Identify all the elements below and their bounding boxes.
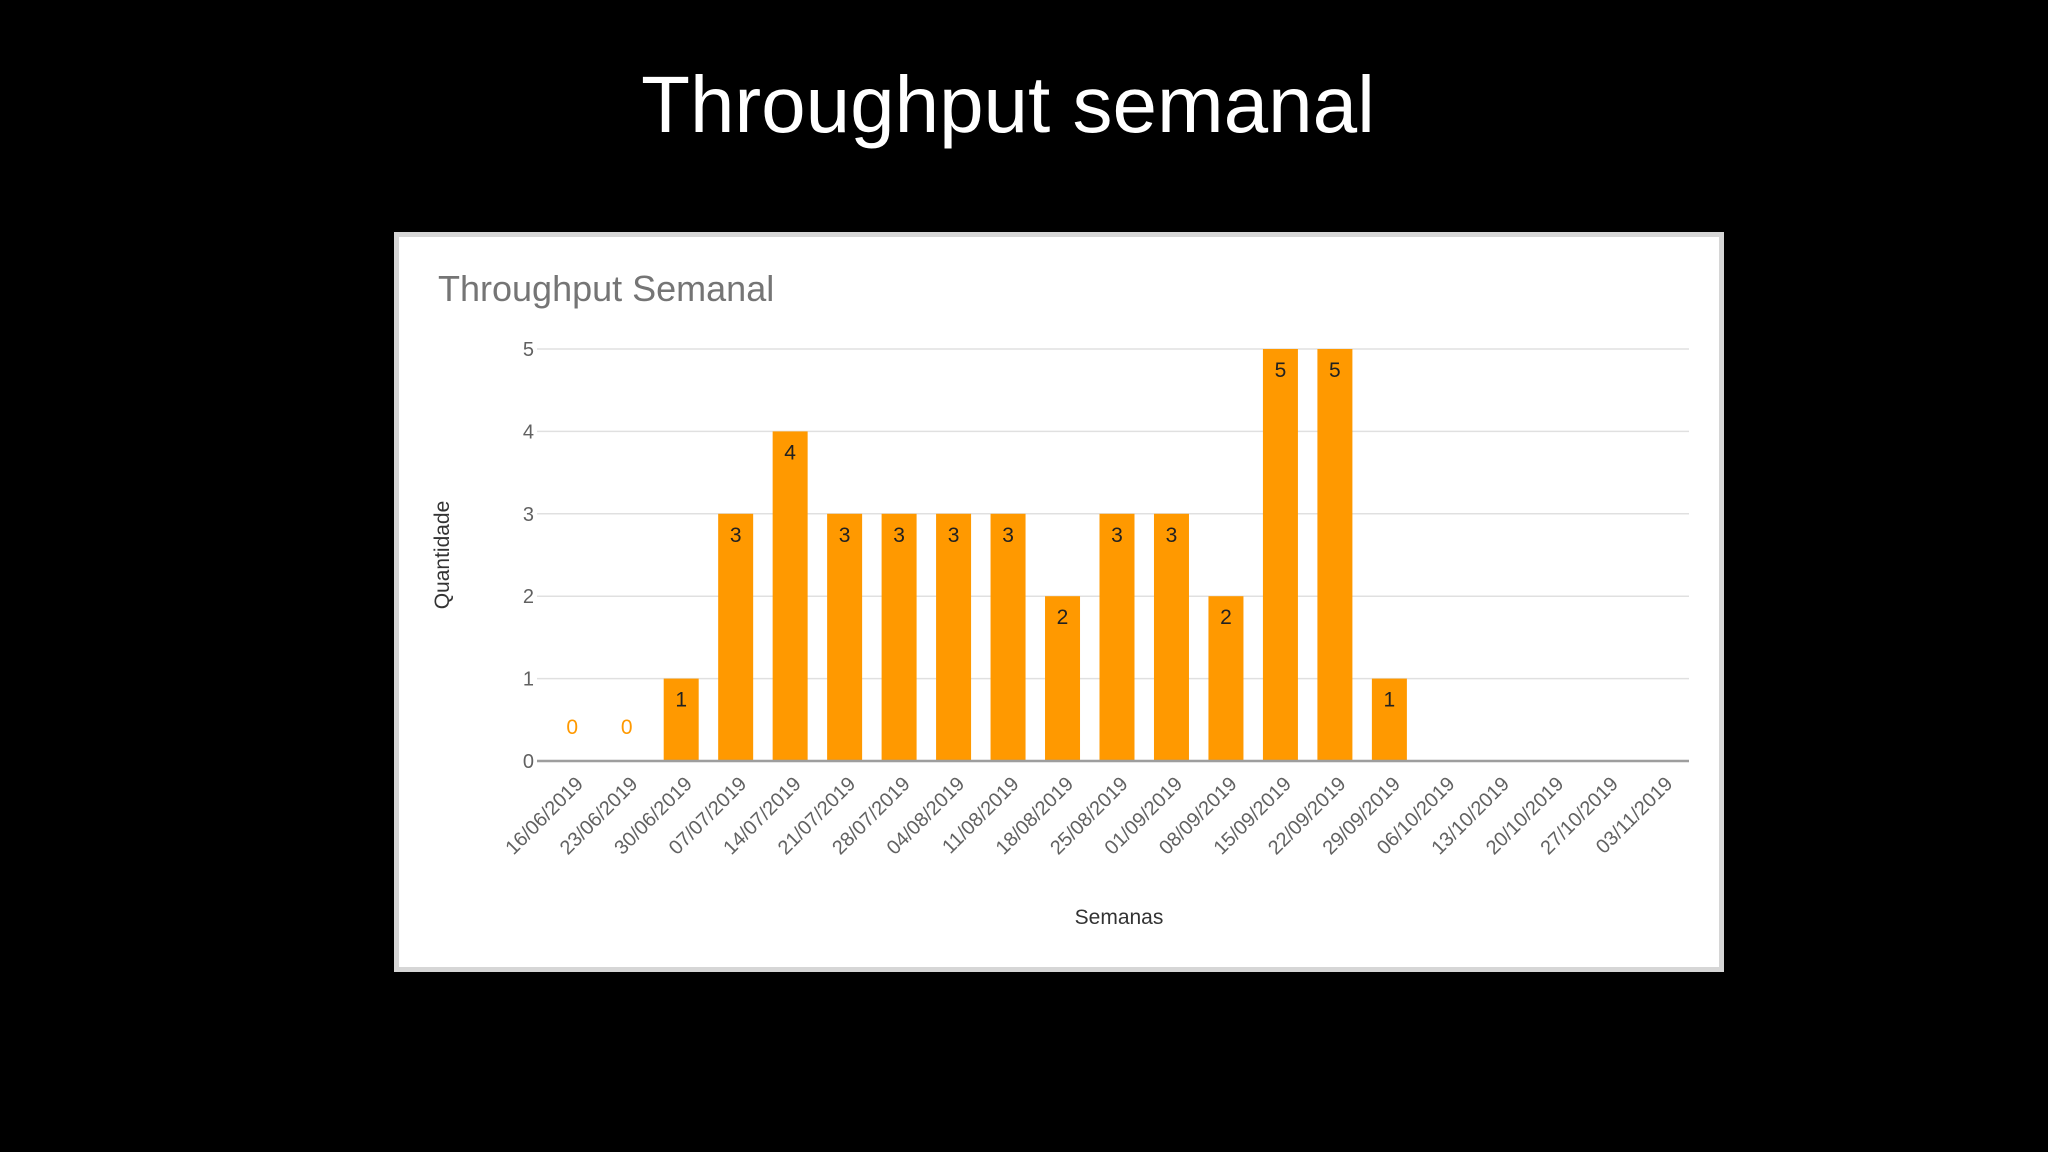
bar-chart: Throughput Semanal 0 1 2 3 4 5 0 0 1 3 4 3 3 3 3 2 3 3 2 5… — [431, 268, 1689, 929]
data-label: 5 — [1329, 359, 1341, 382]
y-tick-label: 5 — [523, 339, 534, 361]
bar — [936, 513, 972, 761]
y-tick-label: 1 — [523, 669, 534, 691]
bar — [990, 513, 1026, 761]
data-label: 2 — [1057, 606, 1069, 629]
chart-title: Throughput Semanal — [438, 268, 774, 309]
slide-title: Throughput semanal — [641, 60, 1375, 149]
bar — [663, 678, 699, 761]
bars — [663, 349, 1407, 761]
chart-area: Throughput Semanal 0 1 2 3 4 5 0 0 1 3 4 3 3 3 3 2 3 3 2 5… — [399, 237, 1719, 967]
x-axis-title: Semanas — [1075, 906, 1164, 929]
data-label: 3 — [839, 524, 851, 547]
bar — [718, 513, 754, 761]
bar — [1045, 596, 1081, 761]
chart-panel: Throughput Semanal 0 1 2 3 4 5 0 0 1 3 4 3 3 3 3 2 3 3 2 5… — [394, 232, 1724, 972]
bar — [1262, 349, 1298, 761]
data-label: 2 — [1220, 606, 1232, 629]
bar — [827, 513, 863, 761]
y-axis-title: Quantidade — [431, 501, 454, 610]
bar — [1099, 513, 1135, 761]
data-label: 0 — [621, 716, 633, 739]
y-tick-label: 0 — [523, 751, 534, 773]
y-tick-label: 4 — [523, 421, 534, 443]
data-label: 1 — [1384, 689, 1396, 712]
data-label: 0 — [566, 716, 578, 739]
data-label: 3 — [730, 524, 742, 547]
data-label: 3 — [1002, 524, 1014, 547]
data-label: 5 — [1275, 359, 1287, 382]
data-label: 3 — [893, 524, 905, 547]
data-label: 3 — [1166, 524, 1178, 547]
y-tick-label: 2 — [523, 586, 534, 608]
data-label: 3 — [948, 524, 960, 547]
data-label: 1 — [675, 689, 687, 712]
x-axis-ticks: 16/06/201923/06/201930/06/201907/07/2019… — [501, 773, 1677, 859]
y-tick-label: 3 — [523, 504, 534, 526]
bar — [1208, 596, 1244, 761]
data-label: 4 — [784, 441, 796, 464]
data-labels: 0 0 1 3 4 3 3 3 3 2 3 3 2 5 5 1 — [566, 359, 1395, 739]
bar — [881, 513, 917, 761]
bar — [1317, 349, 1353, 761]
bar — [1153, 513, 1189, 761]
y-axis-ticks: 0 1 2 3 4 5 — [523, 339, 534, 773]
bar — [772, 431, 808, 761]
bar — [1371, 678, 1407, 761]
data-label: 3 — [1111, 524, 1123, 547]
